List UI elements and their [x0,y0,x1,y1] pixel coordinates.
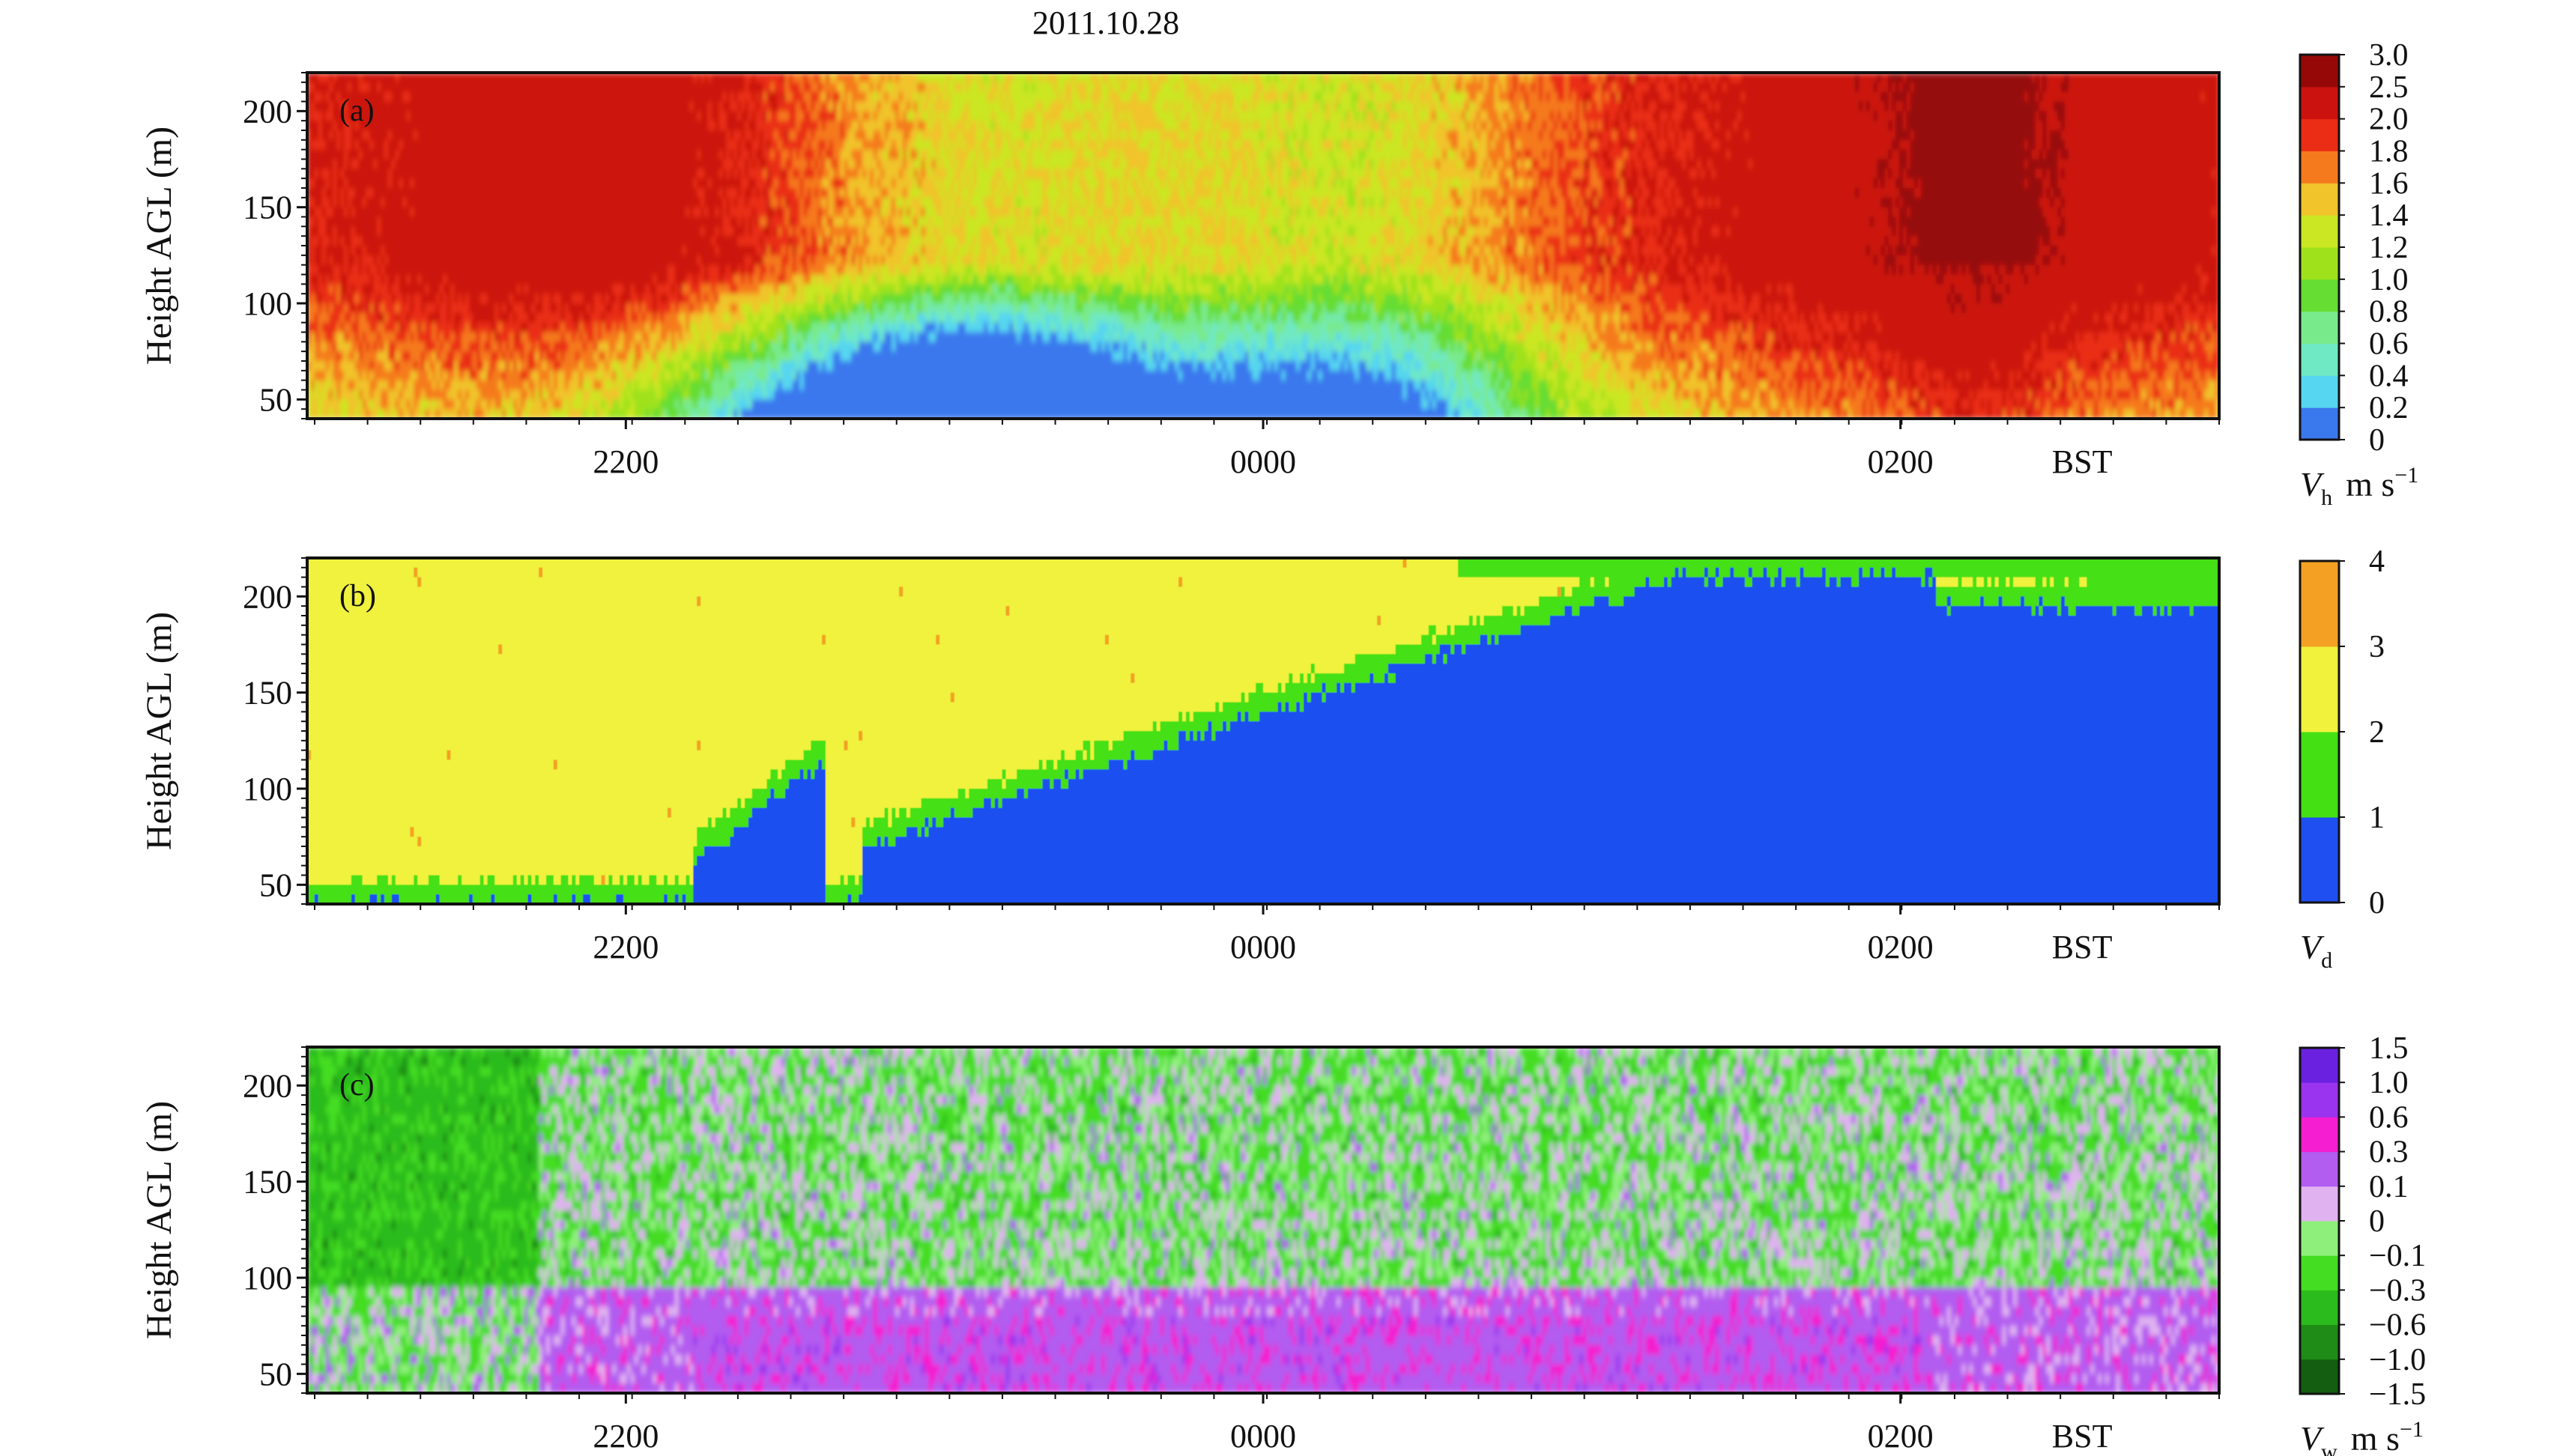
colorbar-swatch [2300,1325,2339,1360]
colorbar-level-label: 3.0 [2369,38,2409,73]
colorbar-swatch [2300,87,2339,119]
colorbar-swatch [2300,247,2339,279]
colorbar-swatch [2300,279,2339,312]
colorbar-swatch [2300,561,2339,647]
colorbar-level-label: 0.8 [2369,295,2409,330]
y-tick-label: 200 [243,1067,292,1104]
panel-a: 50 100 150 200 Height AGL (m) 2200 0000 0200 BST… [139,38,2418,510]
colorbar-swatch [2300,344,2339,376]
x-unit-label: BST [2052,1418,2113,1455]
colorbar: −1.5−1.0−0.6−0.3−0.100.10.30.61.01.5 Vw m … [2300,1031,2426,1456]
colorbar-swatch [2300,312,2339,344]
colorbar-level-label: 1 [2369,801,2385,835]
panel-label: (c) [339,1068,375,1102]
colorbar-title: Vd [2300,928,2332,973]
colorbar-level-label: 0 [2369,886,2385,920]
colorbar: 0 1 2 3 4 Vd [2300,545,2385,973]
y-tick-label: 50 [259,381,292,418]
colorbar-level-label: 1.8 [2369,135,2409,169]
colorbar-swatch [2300,183,2339,215]
colorbar-swatch [2300,1117,2339,1152]
y-tick-label: 200 [243,578,292,615]
colorbar-level-label: 3 [2369,630,2385,664]
colorbar-level-label: 0 [2369,1204,2385,1239]
x-tick-label: 0000 [1230,929,1296,965]
colorbar-swatch [2300,1221,2339,1256]
y-axis-label: Height AGL (m) [139,1101,179,1339]
colorbar-level-label: 0.3 [2369,1135,2409,1170]
y-tick-label: 150 [243,675,292,712]
colorbar-level-label: −0.6 [2369,1308,2426,1343]
y-axis-label: Height AGL (m) [139,127,179,365]
colorbar-swatch [2300,407,2339,440]
colorbar-swatch [2300,151,2339,183]
y-tick-label: 100 [243,771,292,807]
y-tick-label: 100 [243,1260,292,1296]
colorbar-level-label: −0.1 [2369,1239,2426,1273]
colorbar-swatch [2300,1152,2339,1187]
colorbar-level-label: 0 [2369,423,2385,458]
heatmap-field [307,73,2220,419]
figure-title: 2011.10.28 [1032,4,1179,41]
colorbar-level-label: 1.0 [2369,263,2409,297]
colorbar-level-label: 0.2 [2369,391,2409,425]
colorbar-level-label: 1.6 [2369,166,2409,201]
x-tick-label: 0200 [1868,929,1934,965]
colorbar-level-label: 0.6 [2369,1100,2409,1135]
colorbar-swatch [2300,1359,2339,1395]
y-tick-label: 50 [259,867,292,903]
panel-label: (a) [339,94,375,128]
colorbar-level-label: 0.1 [2369,1170,2409,1204]
colorbar-swatch [2300,646,2339,732]
x-unit-label: BST [2052,443,2113,480]
colorbar-swatch [2300,215,2339,247]
colorbar-swatch [2300,1255,2339,1290]
colorbar-swatch [2300,1082,2339,1117]
colorbar-level-label: −1.0 [2369,1343,2426,1377]
colorbar-level-label: 0.6 [2369,327,2409,362]
panel-c: 50 100 150 200 Height AGL (m) 2200 0000 0200 BST… [139,1031,2426,1456]
x-tick-label: 2200 [593,1418,659,1455]
y-tick-label: 150 [243,189,292,226]
panel-b: 50 100 150 200 Height AGL (m) 2200 0000 0200 BST… [139,545,2385,973]
x-tick-label: 0000 [1230,1418,1296,1455]
colorbar-level-label: 2.5 [2369,70,2409,105]
y-tick-label: 150 [243,1164,292,1201]
x-tick-label: 0000 [1230,443,1296,480]
colorbar-swatch [2300,375,2339,407]
colorbar-swatch [2300,55,2339,87]
colorbar-title: Vh m s−1 [2300,463,2418,510]
y-tick-label: 50 [259,1356,292,1392]
panel-label: (b) [339,579,376,613]
colorbar-level-label: 4 [2369,545,2385,579]
heatmap-field [307,558,2220,905]
colorbar-swatch [2300,1186,2339,1222]
x-tick-label: 0200 [1868,443,1934,480]
colorbar-level-label: 1.5 [2369,1031,2409,1066]
colorbar-level-label: 2.0 [2369,103,2409,137]
x-tick-label: 0200 [1868,1418,1934,1455]
y-tick-label: 200 [243,93,292,130]
colorbar-level-label: 1.0 [2369,1066,2409,1100]
x-unit-label: BST [2052,929,2113,965]
colorbar-level-label: 1.2 [2369,231,2409,265]
colorbar-level-label: 0.4 [2369,359,2409,393]
colorbar-swatch [2300,1290,2339,1325]
colorbar-level-label: −0.3 [2369,1273,2426,1308]
colorbar-swatch [2300,817,2339,903]
y-axis-label: Height AGL (m) [139,612,179,850]
colorbar-level-label: −1.5 [2369,1377,2426,1412]
colorbar: 00.20.40.60.81.01.21.41.61.82.02.53.0 Vh m… [2300,38,2418,510]
colorbar-title: Vw m s−1 [2300,1417,2424,1456]
x-tick-label: 2200 [593,929,659,965]
colorbar-level-label: 2 [2369,715,2385,750]
colorbar-swatch [2300,732,2339,818]
colorbar-level-label: 1.4 [2369,198,2409,233]
colorbar-swatch [2300,119,2339,151]
y-tick-label: 100 [243,285,292,322]
x-tick-label: 2200 [593,443,659,480]
heatmap-field [307,1047,2220,1394]
colorbar-swatch [2300,1048,2339,1083]
